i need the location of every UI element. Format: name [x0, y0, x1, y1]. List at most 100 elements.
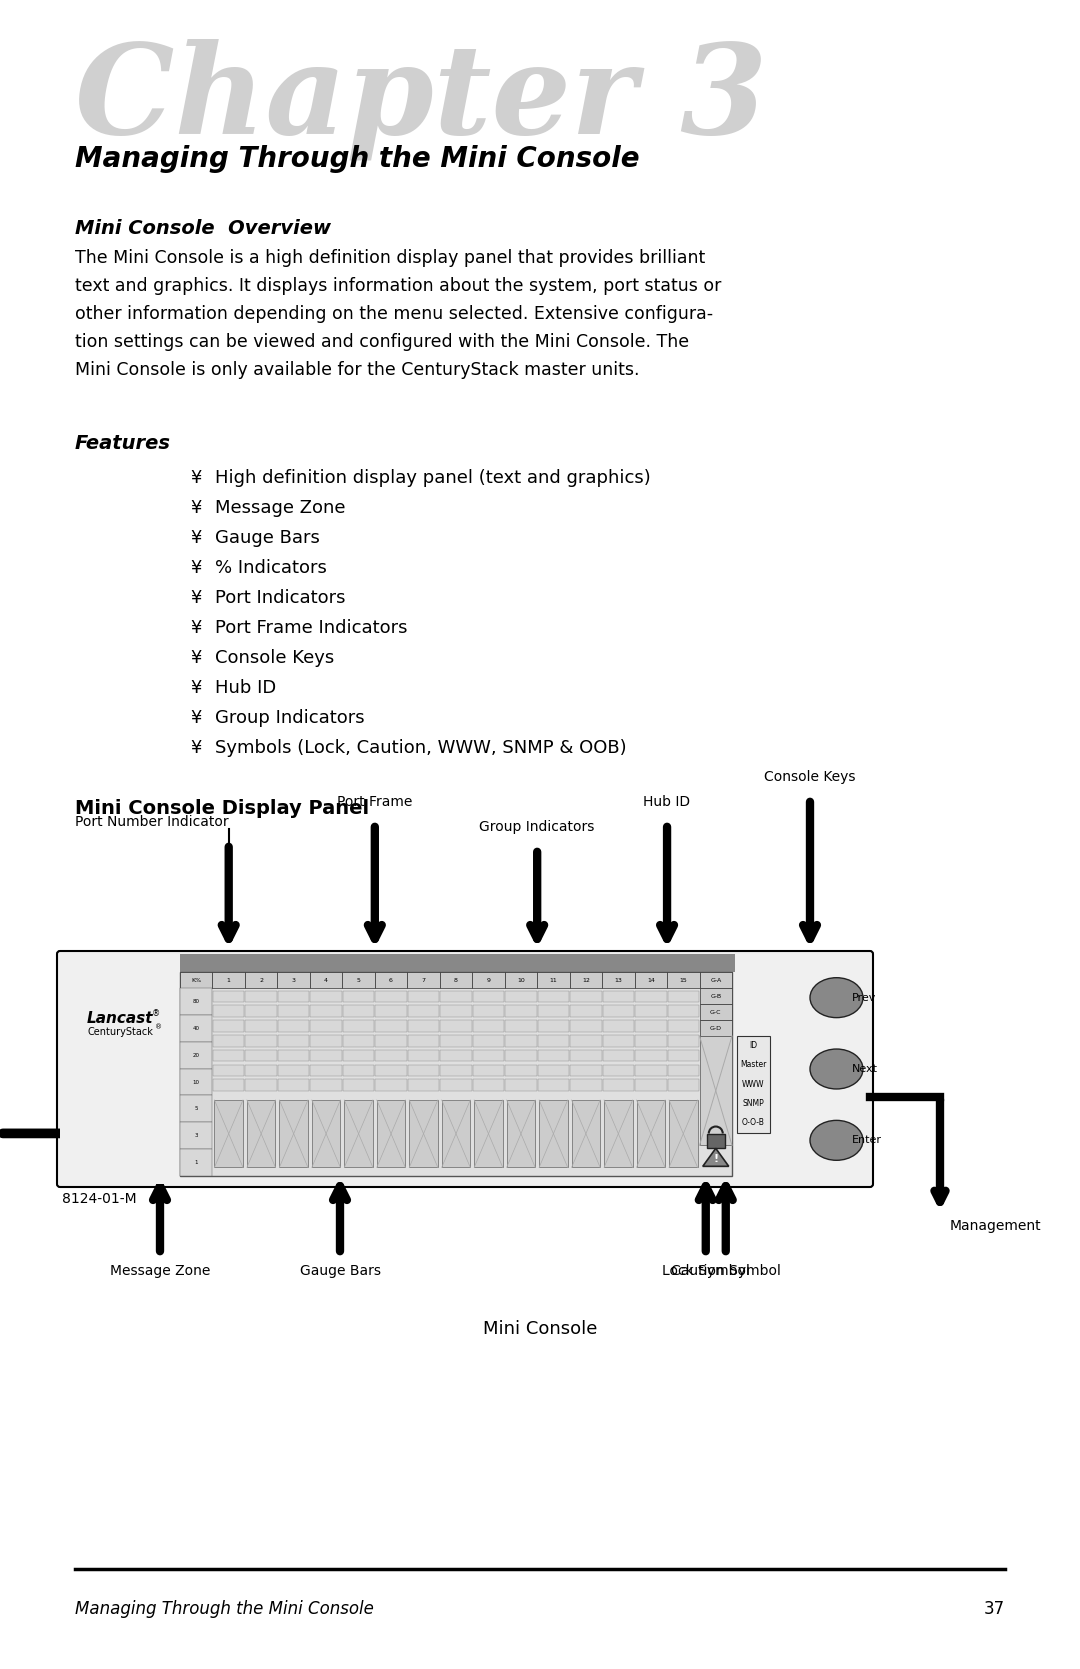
Bar	[635, 1020, 666, 1031]
Bar	[667, 1005, 699, 1016]
Text: ¥: ¥	[190, 649, 201, 668]
Text: 6: 6	[389, 978, 393, 983]
Text: Mini Console: Mini Console	[483, 1320, 597, 1339]
Text: Hub ID: Hub ID	[644, 794, 690, 809]
Text: Port Number Indicator: Port Number Indicator	[75, 814, 229, 829]
Bar	[473, 1005, 504, 1016]
Text: Management: Management	[950, 1218, 1041, 1233]
Bar	[635, 1080, 666, 1092]
Bar	[310, 1035, 342, 1046]
Bar	[310, 1005, 342, 1016]
Text: Prev: Prev	[851, 993, 876, 1003]
Bar	[538, 1020, 569, 1031]
Text: Group Indicators: Group Indicators	[480, 819, 595, 834]
Text: 13: 13	[615, 978, 622, 983]
Text: ¥: ¥	[190, 589, 201, 608]
Bar	[604, 1100, 633, 1167]
Bar	[504, 971, 537, 988]
Bar	[737, 1036, 770, 1133]
Bar	[669, 1100, 698, 1167]
Bar	[180, 988, 213, 1015]
Bar	[278, 1005, 309, 1016]
Text: 8: 8	[454, 978, 458, 983]
Bar	[180, 955, 735, 971]
Bar	[441, 1020, 472, 1031]
Bar	[667, 971, 700, 988]
Text: ¥: ¥	[190, 679, 201, 698]
Bar	[538, 1005, 569, 1016]
Bar	[60, 955, 180, 1183]
Bar	[180, 1015, 213, 1041]
Text: text and graphics. It displays information about the system, port status or: text and graphics. It displays informati…	[75, 277, 721, 295]
Bar	[473, 1065, 504, 1077]
Bar	[376, 1050, 407, 1061]
Text: 12: 12	[582, 978, 590, 983]
Bar	[342, 991, 375, 1003]
Bar	[213, 971, 245, 988]
Ellipse shape	[810, 978, 863, 1018]
Bar	[473, 1020, 504, 1031]
Text: Next: Next	[851, 1065, 877, 1073]
Bar	[667, 1035, 699, 1046]
Text: 80: 80	[192, 1000, 200, 1005]
Bar	[603, 1050, 634, 1061]
Bar	[376, 1020, 407, 1031]
Bar	[245, 1020, 276, 1031]
Text: ¥: ¥	[190, 469, 201, 487]
Bar	[310, 1080, 342, 1092]
Text: CenturyStack: CenturyStack	[87, 1028, 153, 1038]
Bar	[278, 971, 310, 988]
Bar	[278, 1050, 309, 1061]
Bar	[538, 1050, 569, 1061]
Bar	[442, 1100, 470, 1167]
Text: Hub ID: Hub ID	[215, 679, 276, 698]
Bar	[376, 1065, 407, 1077]
Polygon shape	[703, 1148, 729, 1167]
Text: Group Indicators: Group Indicators	[215, 709, 365, 728]
Bar	[376, 991, 407, 1003]
Bar	[215, 1100, 243, 1167]
Bar	[375, 971, 407, 988]
Text: Lock Symbol: Lock Symbol	[662, 1263, 750, 1278]
Bar	[342, 1035, 375, 1046]
Bar	[505, 1080, 537, 1092]
Bar	[473, 1035, 504, 1046]
Text: Mini Console  Overview: Mini Console Overview	[75, 219, 330, 239]
Bar	[505, 1020, 537, 1031]
Text: K%: K%	[191, 978, 201, 983]
Text: Master: Master	[740, 1060, 767, 1070]
Bar	[667, 1080, 699, 1092]
Bar	[180, 971, 213, 988]
Bar	[376, 1005, 407, 1016]
Text: % Indicators: % Indicators	[215, 559, 327, 577]
Bar	[635, 1005, 666, 1016]
Text: Gauge Bars: Gauge Bars	[215, 529, 320, 547]
Bar	[570, 1080, 602, 1092]
Text: O-O-B: O-O-B	[742, 1118, 765, 1127]
Bar	[180, 971, 732, 1177]
Bar	[667, 1065, 699, 1077]
Text: 2: 2	[259, 978, 264, 983]
Bar	[245, 1050, 276, 1061]
Bar	[245, 1065, 276, 1077]
Bar	[312, 1100, 340, 1167]
Bar	[570, 1035, 602, 1046]
Bar	[570, 991, 602, 1003]
Bar	[700, 1036, 732, 1145]
Bar	[603, 1065, 634, 1077]
Bar	[505, 1050, 537, 1061]
Text: 14: 14	[647, 978, 654, 983]
Bar	[636, 1100, 665, 1167]
Text: 9: 9	[486, 978, 490, 983]
Bar	[473, 1080, 504, 1092]
Bar	[342, 1080, 375, 1092]
Text: Mini Console Display Panel: Mini Console Display Panel	[75, 799, 369, 818]
Bar	[472, 971, 504, 988]
Text: !: !	[713, 1155, 718, 1165]
Bar	[570, 1005, 602, 1016]
Bar	[245, 1005, 276, 1016]
Bar	[247, 1100, 275, 1167]
Bar	[213, 1050, 244, 1061]
Ellipse shape	[810, 1050, 863, 1088]
Text: 10: 10	[192, 1080, 200, 1085]
